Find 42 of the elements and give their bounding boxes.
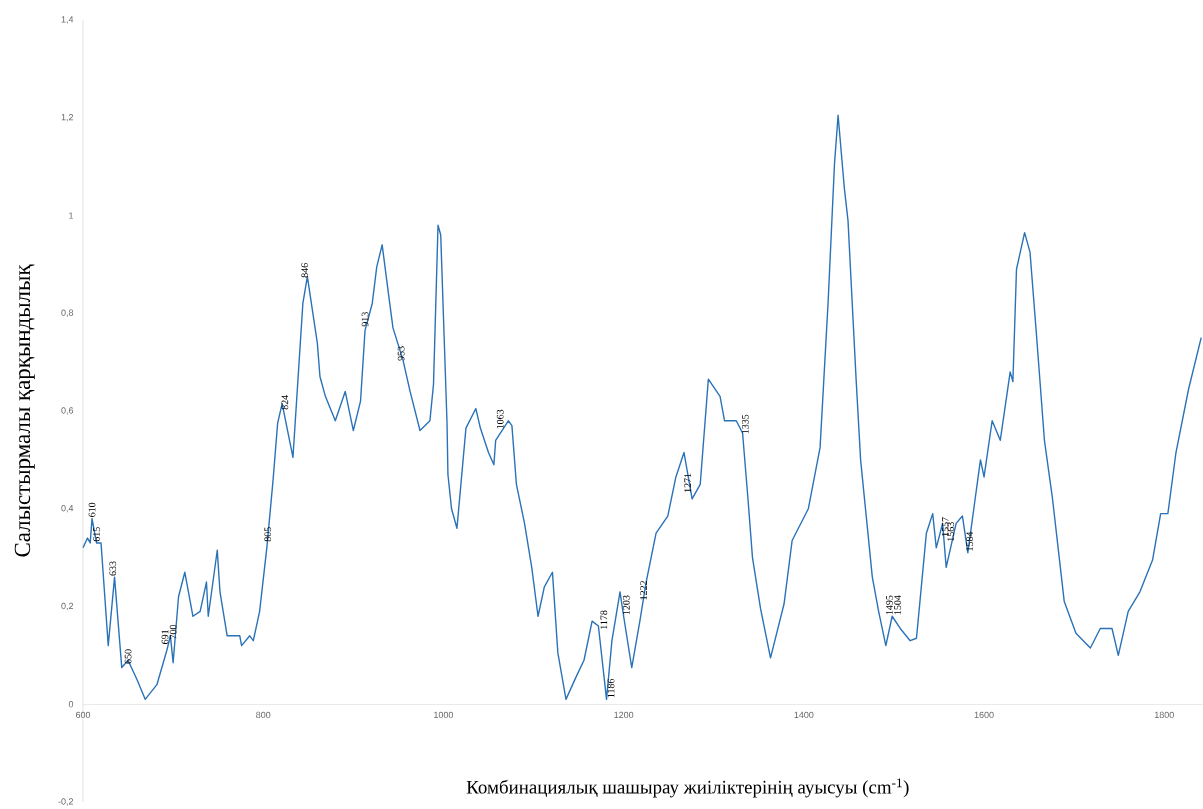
y-tick-label: 0,6 [61,407,74,415]
annotation: 615 [93,527,100,542]
y-tick-label: 0 [68,701,74,708]
annotation: 824 [281,394,289,410]
annotation: 1495 [886,595,893,615]
x-tick-label: 1600 [974,711,994,719]
annotation: 650 [124,649,132,664]
x-tick-label: 1000 [434,711,454,719]
x-tick-label: 600 [75,711,91,719]
annotation: 633 [109,561,117,576]
annotation: 1178 [600,610,608,629]
annotation: 1563 [947,522,955,541]
y-tick-label: -0,2 [58,798,74,806]
annotation: 1504 [894,595,901,615]
y-tick-label: 0,2 [61,602,74,611]
annotation: 691 [161,630,169,644]
annotation: 1063 [496,409,504,429]
annotation: 700 [169,624,177,639]
x-tick-label: 1200 [614,711,634,719]
annotation: 1271 [684,473,691,492]
line-series [82,114,1202,701]
annotation: 913 [361,312,369,327]
annotation: 805 [264,527,272,542]
x-tick-label: 1400 [794,711,814,719]
y-axis-title: Салыстырмалы қарқындылық [14,264,35,557]
annotation: 846 [301,263,309,278]
x-tick-label: 800 [256,711,271,719]
y-tick-label: 1,4 [61,16,74,24]
x-tick-label: 1800 [1154,711,1174,719]
annotation: 1335 [741,414,749,434]
y-tick-label: 0,8 [61,309,74,317]
y-tick-label: 1,2 [61,114,74,122]
x-axis-title: Комбинациялық шашырау жиіліктерінің ауысуы (cm$^{-1}$) [466,778,909,798]
annotation: 953 [397,346,405,361]
annotation: 1584 [966,531,973,551]
annotation: 610 [88,502,96,517]
annotation: 1203 [622,595,630,615]
annotation: 1186 [607,678,615,698]
y-tick-label: 1 [69,212,74,219]
annotation: 1557 [941,517,949,536]
annotation: 1222 [640,581,647,600]
y-tick-label: 0,4 [61,505,74,513]
